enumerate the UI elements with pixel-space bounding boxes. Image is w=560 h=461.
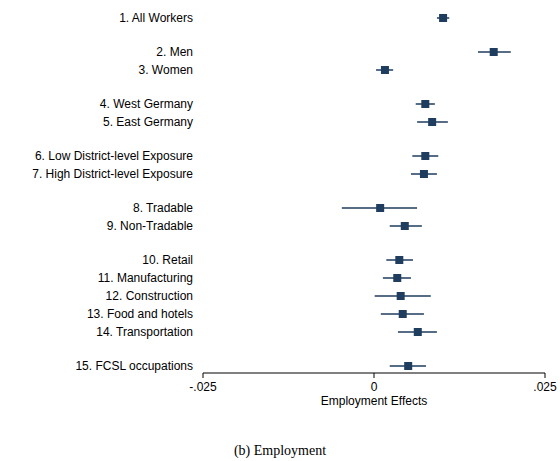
point (421, 152, 429, 160)
category-label: 7. High District-level Exposure (32, 167, 193, 181)
category-label: 2. Men (156, 45, 193, 59)
category-label: 11. Manufacturing (98, 271, 193, 285)
category-label: 1. All Workers (119, 11, 193, 25)
marks (342, 14, 511, 370)
title: (b) Employment (234, 443, 326, 459)
x-tick (374, 373, 375, 378)
x-tick-label: 0 (371, 380, 378, 394)
x-tick (203, 373, 204, 378)
category-label: 12. Construction (106, 289, 193, 303)
point (414, 328, 422, 336)
point (421, 100, 429, 108)
category-label: 4. West Germany (100, 97, 193, 111)
point (404, 362, 412, 370)
category-label: 14. Transportation (96, 325, 193, 339)
x-tick-label: .025 (533, 380, 557, 394)
background (0, 0, 560, 461)
point (399, 310, 407, 318)
point (439, 14, 447, 22)
category-label: 8. Tradable (133, 201, 193, 215)
point (397, 292, 405, 300)
point (401, 222, 409, 230)
x-tick (545, 373, 546, 378)
category-label: 5. East Germany (103, 115, 193, 129)
point (490, 48, 498, 56)
point (393, 274, 401, 282)
point (376, 204, 384, 212)
x-axis-label: Employment Effects (321, 394, 428, 408)
x-tick-label: -.025 (189, 380, 217, 394)
category-label: 9. Non-Tradable (107, 219, 194, 233)
category-label: 13. Food and hotels (87, 307, 193, 321)
category-label: 6. Low District-level Exposure (35, 149, 193, 163)
point (395, 256, 403, 264)
point (428, 118, 436, 126)
point (420, 170, 428, 178)
point (381, 66, 389, 74)
category-label: 3. Women (139, 63, 193, 77)
category-label: 10. Retail (142, 253, 193, 267)
chart: -.025 0 .025 Employment Effects 1. All Worke… (0, 0, 560, 461)
category-label: 15. FCSL occupations (75, 359, 193, 373)
